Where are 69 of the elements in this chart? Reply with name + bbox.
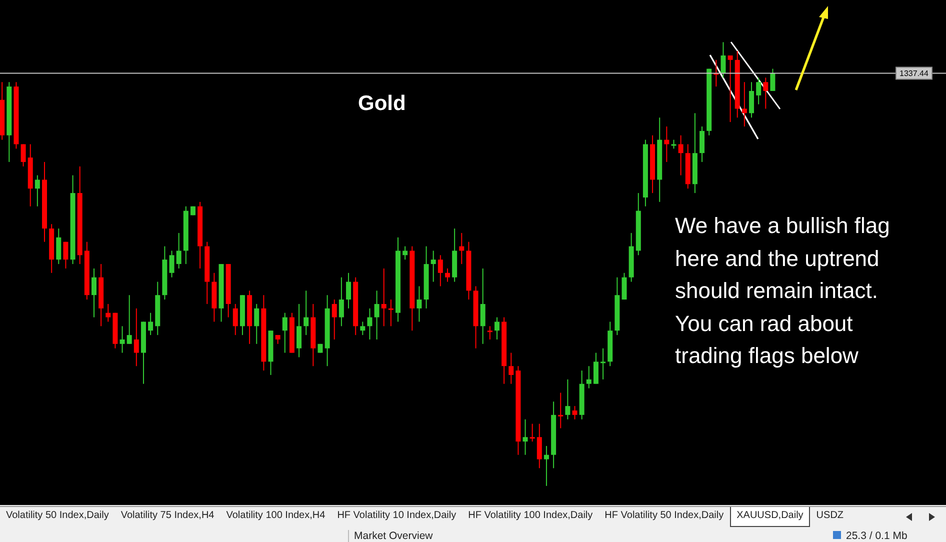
candlestick	[770, 68, 776, 92]
candlestick	[63, 241, 68, 269]
candlestick	[296, 303, 302, 358]
candlestick	[346, 272, 352, 309]
text: HF Volatility 100 Index,Daily	[467, 509, 594, 523]
candlestick	[522, 418, 528, 456]
candlestick	[600, 348, 606, 380]
text: HF Volatility 10 Index,Daily	[336, 509, 458, 523]
candlestick	[254, 303, 260, 344]
candlestick	[374, 290, 380, 340]
candlestick	[530, 423, 535, 442]
candlestick	[56, 228, 62, 265]
candlestick	[91, 268, 96, 318]
candlestick	[445, 268, 450, 282]
text: Volatility 75 Index,H4	[120, 509, 216, 523]
candlestick	[565, 378, 570, 420]
candlestick	[487, 326, 492, 340]
candlestick	[558, 392, 564, 429]
candlestick	[494, 316, 500, 340]
text: 1337.44	[900, 69, 930, 78]
text: XAUUSD,Daily	[730, 507, 810, 527]
candlestick	[536, 423, 542, 469]
candlestick	[664, 126, 670, 162]
annotation: We have a bullish flag here and the uptrend should remain intact. You can rad about trading flags below	[675, 212, 891, 370]
candlestick	[480, 268, 486, 344]
candlestick	[700, 126, 705, 162]
text: Market Overview	[348, 530, 454, 542]
candlestick	[430, 250, 436, 282]
candlestick	[134, 308, 139, 367]
candlestick	[120, 326, 125, 354]
candlestick	[749, 82, 754, 118]
text: USDZ	[815, 509, 845, 523]
candlestick	[338, 276, 344, 327]
candlestick	[381, 268, 386, 327]
candlestick	[544, 445, 549, 486]
candlestick	[572, 406, 578, 420]
candlestick	[176, 232, 182, 269]
candlestick	[232, 303, 238, 336]
candlestick	[106, 303, 111, 322]
candlestick	[720, 42, 726, 78]
candlestick	[304, 290, 309, 336]
candlestick	[593, 352, 598, 384]
candlestick	[126, 294, 132, 344]
candlestick	[282, 312, 288, 354]
candlestick	[169, 250, 174, 278]
candlestick	[586, 366, 592, 389]
candlestick	[332, 299, 337, 340]
candlestick	[34, 174, 40, 207]
candlestick	[367, 308, 372, 340]
text: HF Volatility 50 Index,Daily	[604, 509, 725, 523]
candlestick	[20, 144, 26, 167]
candlestick	[728, 54, 733, 123]
text: Volatility 100 Index,H4	[225, 509, 326, 523]
candlestick	[508, 352, 514, 384]
candlestick	[459, 232, 464, 265]
candlestick	[678, 134, 684, 176]
candlestick	[416, 286, 422, 322]
candlestick	[763, 77, 768, 110]
candlestick	[622, 272, 627, 300]
candlestick	[438, 254, 443, 287]
text: 25.3 / 0.1 Mb	[846, 530, 908, 542]
candlestick	[756, 77, 762, 105]
text: Gold	[358, 92, 406, 116]
candlestick	[360, 321, 366, 336]
candlestick	[402, 246, 408, 260]
candlestick	[388, 299, 394, 327]
candlestick	[148, 312, 154, 336]
candlestick	[742, 82, 747, 127]
text: Volatility 50 Index,Daily	[5, 509, 110, 523]
